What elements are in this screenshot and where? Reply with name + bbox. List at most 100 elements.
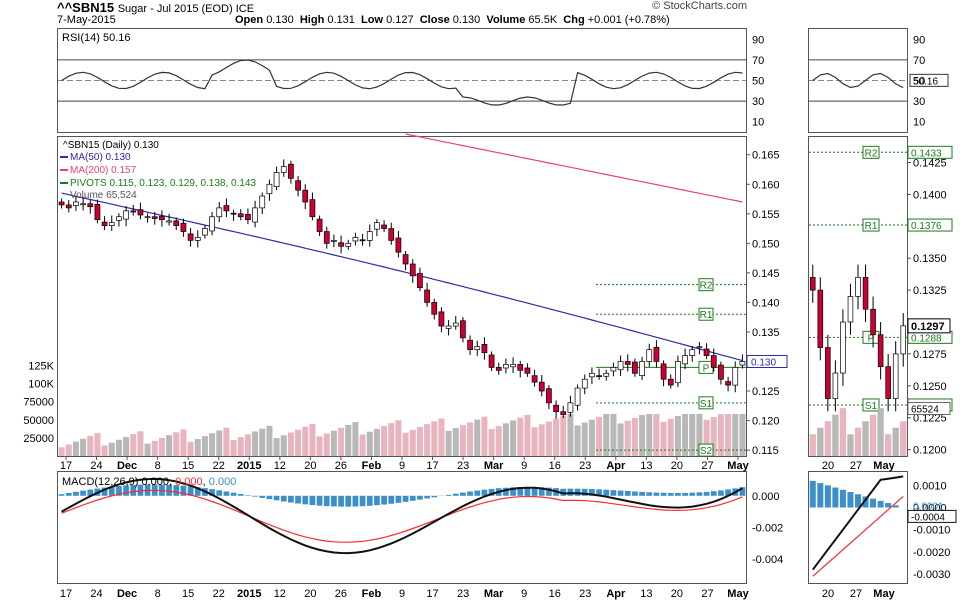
candle-body: [495, 367, 502, 371]
candle-body: [596, 375, 602, 378]
macd-hist-bar: [309, 495, 316, 506]
zoom-rsi-value: 50.16: [913, 76, 938, 87]
macd-hist-bar: [151, 484, 158, 496]
x-tick-label: 23: [579, 460, 591, 472]
zoom-volume-value: 65524: [911, 404, 939, 415]
zoom-macd-hist-value: 0.0001: [913, 501, 944, 512]
macd-x-tick-label: 15: [182, 588, 194, 600]
volume-bar: [123, 436, 130, 456]
macd-x-tick-label: 9: [521, 588, 527, 600]
macd-x-tick-label: 24: [90, 588, 102, 600]
macd-hist-bar: [675, 492, 681, 496]
candle-body: [137, 209, 144, 216]
volume-bar: [517, 417, 524, 456]
legend-ma200: MA(200) 0.157: [70, 165, 137, 176]
price-tick-label: 0.125: [752, 386, 780, 398]
macd-hist-bar: [467, 491, 473, 496]
zoom-macd-hist-bar: [877, 500, 884, 508]
volume-bar: [717, 414, 724, 456]
zoom-x-tick-label: 20: [822, 460, 834, 472]
quote-date: 7-May-2015: [57, 14, 116, 26]
pivot-tag-box: [698, 307, 714, 321]
zoom-macd-value-box: [907, 509, 957, 523]
candle-body: [94, 203, 101, 221]
rsi-tick-label: 70: [752, 55, 764, 67]
macd-hist-bar: [180, 485, 187, 496]
zoom-price-panel: [808, 136, 908, 457]
macd-x-tick-label: 2015: [237, 588, 261, 600]
macd-hist-bar: [252, 495, 258, 497]
macd-value: 0.000: [141, 476, 169, 488]
rsi-tick-label: 90: [752, 34, 764, 46]
candle-body: [374, 222, 380, 230]
volume-bar: [631, 417, 638, 456]
macd-hist-bar: [187, 486, 194, 496]
x-tick-label: 13: [640, 460, 652, 472]
volume-bar: [266, 425, 273, 456]
brand-logo[interactable]: © StockCharts.com: [652, 0, 747, 12]
zoom-macd-hist-bar: [870, 498, 877, 508]
volume-bar: [173, 432, 180, 456]
candle-body: [531, 375, 538, 383]
macd-hist-bar: [130, 484, 137, 496]
volume-bar: [402, 432, 409, 456]
candle-body: [675, 361, 681, 384]
macd-hist-bar: [660, 492, 667, 496]
macd-hist-bar: [323, 495, 330, 507]
zoom-candle-body: [832, 372, 839, 399]
macd-hist-bar: [632, 491, 638, 496]
candle-body: [280, 166, 287, 173]
candle-body: [151, 216, 158, 219]
pivot-tag-box: [698, 278, 714, 292]
candle-body: [202, 228, 208, 236]
volume-bar: [381, 425, 388, 456]
open-value: 0.130: [266, 14, 294, 26]
macd-x-tick-label: 23: [457, 588, 469, 600]
candle-body: [718, 364, 724, 380]
macd-x-tick-label: 27: [701, 588, 713, 600]
macd-hist-bar: [58, 494, 65, 496]
x-tick-label: 27: [701, 460, 713, 472]
candle-body: [538, 381, 545, 392]
macd-hist-bar: [101, 487, 108, 496]
x-tick-label: 9: [399, 460, 405, 472]
macd-hist-bar: [259, 495, 266, 498]
macd-hist-bar: [517, 487, 524, 496]
candle-body: [488, 354, 495, 368]
zoom-pivot-value-box: [907, 398, 953, 412]
volume-tick-label: 75000: [23, 397, 54, 409]
zoom-x-tick-label: May: [873, 460, 895, 472]
candle-body: [546, 388, 552, 404]
zoom-macd-hist-bar: [817, 483, 824, 508]
volume-bar: [287, 432, 294, 456]
zoom-pivot-tag: R2: [865, 148, 878, 159]
volume-bar: [474, 419, 481, 456]
candle-body: [460, 320, 466, 339]
zoom-volume-bar: [854, 427, 862, 456]
rsi-tick-label: 50: [752, 76, 764, 88]
candle-body: [245, 214, 251, 221]
macd-hist-bar: [216, 490, 223, 496]
zoom-pivot-value: 0.1288: [911, 333, 942, 344]
macd-hist-bar: [488, 488, 495, 496]
volume-bar: [345, 424, 352, 456]
candle-body: [632, 361, 638, 374]
x-tick-label: 12: [274, 460, 286, 472]
macd-hist-bar: [381, 495, 387, 505]
candle-body: [395, 237, 402, 253]
macd-x-tick-label: 12: [274, 588, 286, 600]
candle-body: [108, 222, 115, 226]
candle-body: [682, 355, 688, 365]
volume-bar: [459, 425, 466, 456]
volume-bar: [80, 438, 87, 456]
candle-body: [703, 348, 710, 356]
zoom-pivot-tag-box: [862, 398, 880, 412]
zoom-macd-hist-bar: [892, 505, 899, 508]
macd-hist-bar: [266, 495, 273, 500]
candle-body: [252, 207, 258, 223]
zoom-rsi-tick-label: 10: [913, 117, 925, 129]
zoom-pivot-value: 0.1376: [911, 221, 942, 232]
macd-hist-bar: [732, 488, 739, 496]
volume-bar: [617, 423, 624, 456]
zoom-macd-tick-label: -0.0020: [913, 547, 950, 559]
